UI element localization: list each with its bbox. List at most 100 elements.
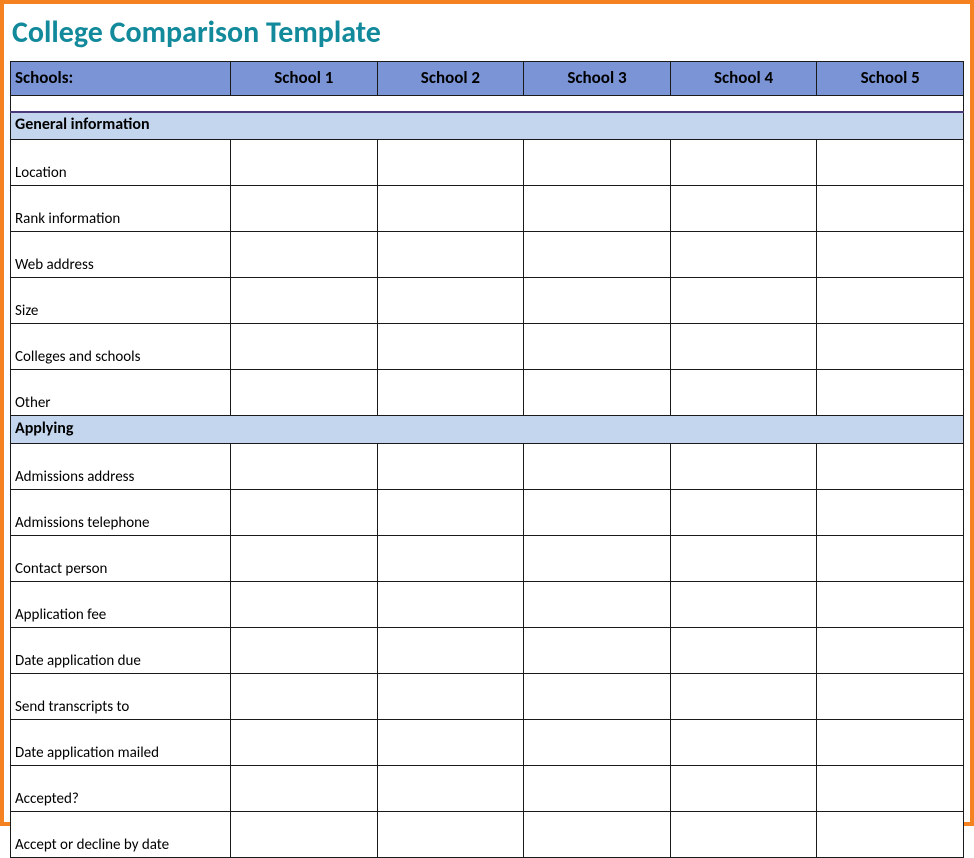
cell[interactable] (817, 490, 964, 536)
cell[interactable] (231, 140, 378, 186)
cell[interactable] (377, 232, 524, 278)
cell[interactable] (231, 674, 378, 720)
page-title: College Comparison Template (10, 10, 964, 61)
row-label: Web address (11, 232, 231, 278)
cell[interactable] (377, 628, 524, 674)
cell[interactable] (231, 278, 378, 324)
table-header-row: Schools: School 1 School 2 School 3 Scho… (11, 62, 964, 96)
cell[interactable] (231, 324, 378, 370)
cell[interactable] (231, 370, 378, 416)
cell[interactable] (524, 278, 671, 324)
header-school-2: School 2 (377, 62, 524, 96)
cell[interactable] (377, 186, 524, 232)
cell[interactable] (817, 232, 964, 278)
cell[interactable] (524, 232, 671, 278)
cell[interactable] (377, 490, 524, 536)
cell[interactable] (524, 766, 671, 812)
row-label: Send transcripts to (11, 674, 231, 720)
cell[interactable] (524, 582, 671, 628)
cell[interactable] (231, 444, 378, 490)
header-school-3: School 3 (524, 62, 671, 96)
cell[interactable] (817, 536, 964, 582)
cell[interactable] (524, 674, 671, 720)
cell[interactable] (817, 628, 964, 674)
table-row: Admissions address (11, 444, 964, 490)
cell[interactable] (377, 140, 524, 186)
cell[interactable] (817, 370, 964, 416)
cell[interactable] (377, 444, 524, 490)
cell[interactable] (817, 186, 964, 232)
cell[interactable] (670, 232, 817, 278)
table-row: Contact person (11, 536, 964, 582)
row-label: Accept or decline by date (11, 812, 231, 858)
row-label: Location (11, 140, 231, 186)
cell[interactable] (817, 278, 964, 324)
cell[interactable] (377, 674, 524, 720)
cell[interactable] (670, 278, 817, 324)
cell[interactable] (524, 720, 671, 766)
cell[interactable] (817, 812, 964, 858)
row-label: Colleges and schools (11, 324, 231, 370)
cell[interactable] (377, 766, 524, 812)
cell[interactable] (670, 812, 817, 858)
cell[interactable] (231, 766, 378, 812)
section-title: Applying (11, 416, 964, 444)
cell[interactable] (670, 324, 817, 370)
cell[interactable] (377, 536, 524, 582)
cell[interactable] (524, 812, 671, 858)
cell[interactable] (231, 536, 378, 582)
cell[interactable] (817, 140, 964, 186)
cell[interactable] (377, 812, 524, 858)
cell[interactable] (231, 812, 378, 858)
cell[interactable] (670, 370, 817, 416)
cell[interactable] (670, 186, 817, 232)
cell[interactable] (377, 370, 524, 416)
table-row: Size (11, 278, 964, 324)
page-frame: College Comparison Template Schools: Sch… (0, 0, 974, 826)
cell[interactable] (670, 444, 817, 490)
section-applying: Applying (11, 416, 964, 444)
cell[interactable] (670, 628, 817, 674)
cell[interactable] (524, 444, 671, 490)
table-row: Accepted? (11, 766, 964, 812)
table-row: Application fee (11, 582, 964, 628)
table-row: Web address (11, 232, 964, 278)
cell[interactable] (670, 536, 817, 582)
cell[interactable] (670, 582, 817, 628)
cell[interactable] (524, 140, 671, 186)
table-row: Date application mailed (11, 720, 964, 766)
table-row: Colleges and schools (11, 324, 964, 370)
cell[interactable] (817, 444, 964, 490)
row-label: Accepted? (11, 766, 231, 812)
cell[interactable] (817, 674, 964, 720)
cell[interactable] (817, 766, 964, 812)
cell[interactable] (524, 324, 671, 370)
cell[interactable] (670, 140, 817, 186)
cell[interactable] (231, 582, 378, 628)
cell[interactable] (670, 674, 817, 720)
row-label: Other (11, 370, 231, 416)
cell[interactable] (670, 490, 817, 536)
cell[interactable] (377, 278, 524, 324)
cell[interactable] (377, 582, 524, 628)
cell[interactable] (817, 324, 964, 370)
cell[interactable] (524, 370, 671, 416)
cell[interactable] (817, 720, 964, 766)
cell[interactable] (231, 490, 378, 536)
cell[interactable] (231, 628, 378, 674)
cell[interactable] (817, 582, 964, 628)
cell[interactable] (524, 536, 671, 582)
cell[interactable] (231, 186, 378, 232)
cell[interactable] (377, 720, 524, 766)
header-school-5: School 5 (817, 62, 964, 96)
cell[interactable] (231, 232, 378, 278)
cell[interactable] (377, 324, 524, 370)
cell[interactable] (524, 490, 671, 536)
cell[interactable] (231, 720, 378, 766)
cell[interactable] (670, 766, 817, 812)
cell[interactable] (524, 186, 671, 232)
spacer-row (11, 96, 964, 112)
cell[interactable] (670, 720, 817, 766)
table-row: Accept or decline by date (11, 812, 964, 858)
cell[interactable] (524, 628, 671, 674)
